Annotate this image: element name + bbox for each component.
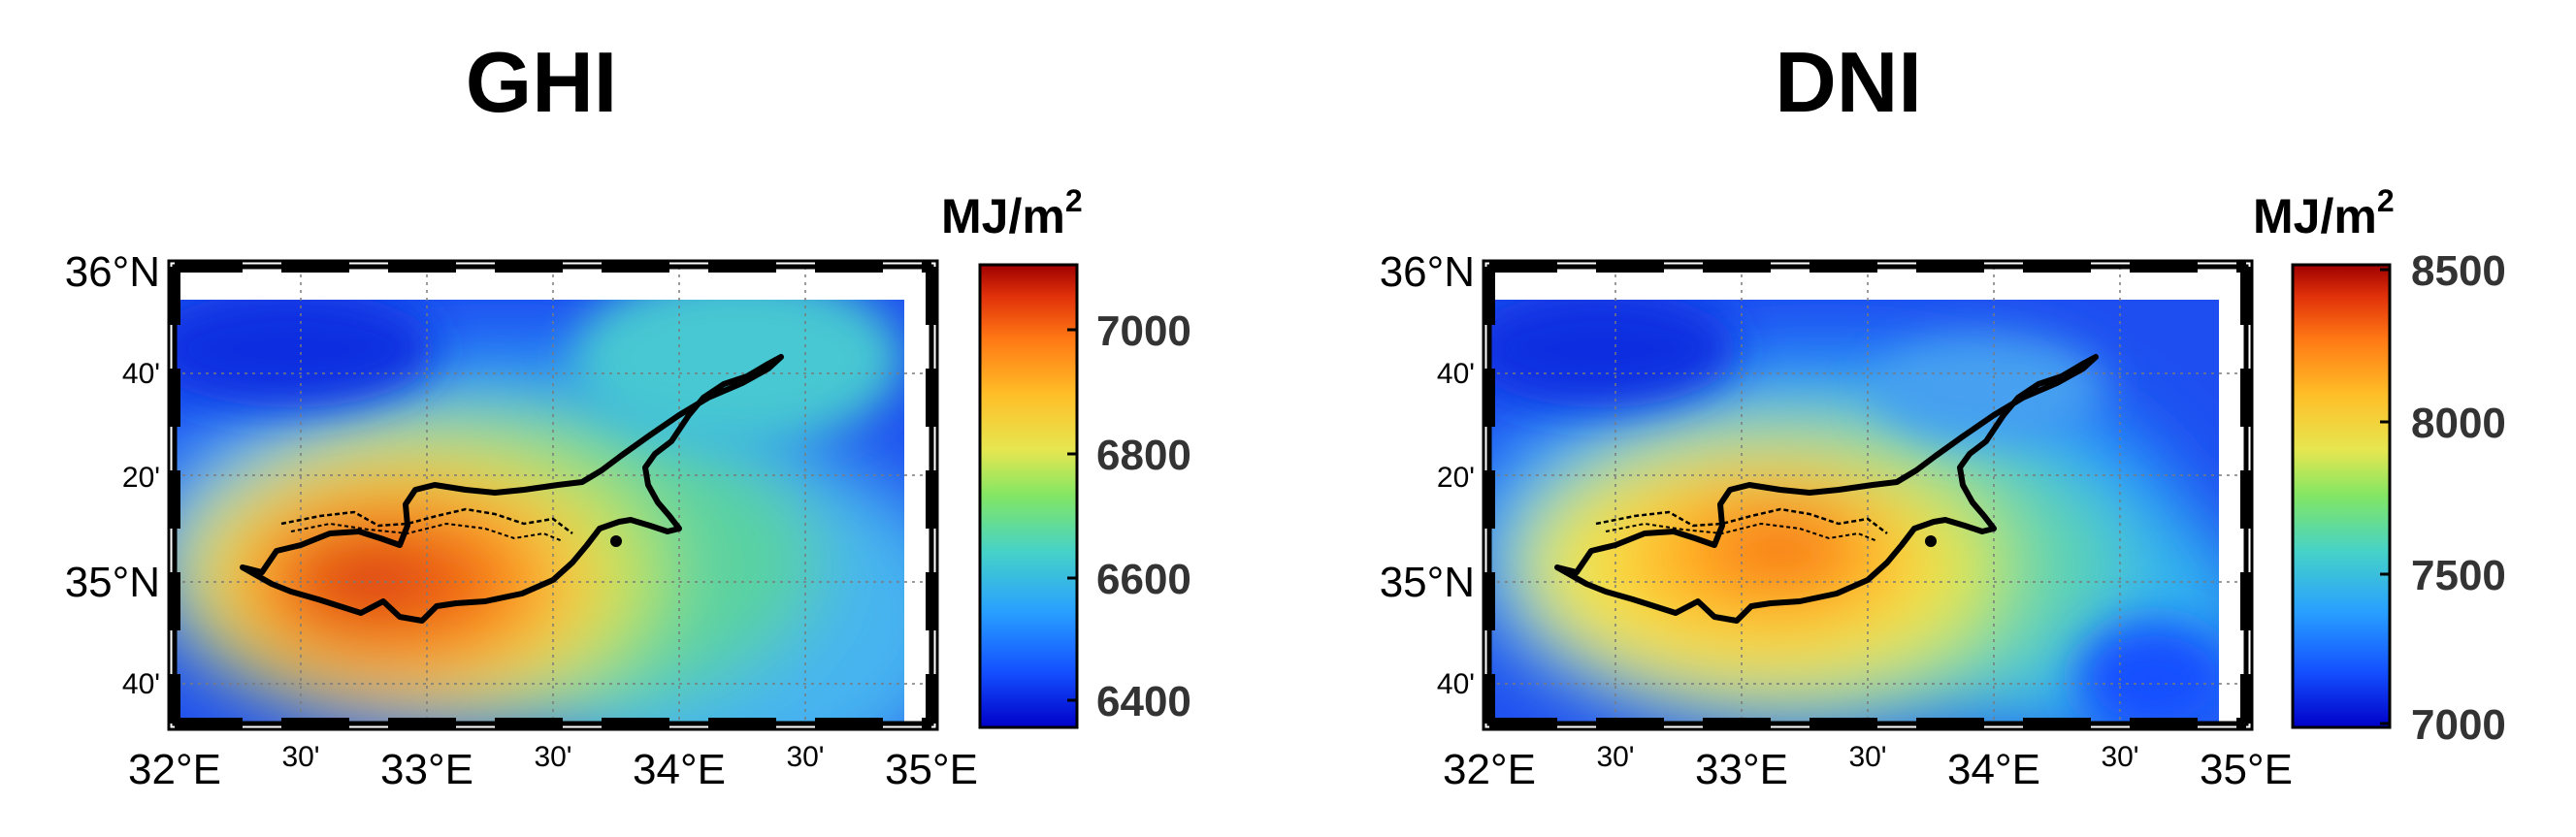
lon-label: 35°E (2200, 746, 2293, 793)
lon-label: 33°E (380, 746, 473, 793)
lon-label: 30' (1596, 741, 1634, 773)
dni-lon-labels: 32°E 30' 33°E 30' 34°E 30' 35°E (1443, 741, 2293, 793)
lat-label: 35°N (65, 559, 160, 606)
dni-colorbar: MJ/m2 8500 8000 7500 7000 (2253, 183, 2506, 749)
lat-label: 40' (122, 668, 160, 700)
lat-label: 35°N (1380, 559, 1475, 606)
dni-map (1482, 259, 2254, 732)
dni-title: DNI (1775, 34, 1922, 130)
colorbar-tick: 8500 (2411, 247, 2506, 295)
lat-label: 36°N (1380, 248, 1475, 296)
lon-label: 30' (786, 741, 824, 773)
dni-unit: MJ/m2 (2253, 183, 2395, 243)
lon-label: 32°E (128, 746, 221, 793)
colorbar-tick: 7000 (1096, 307, 1191, 355)
ghi-panel: GHI (65, 34, 1191, 793)
ghi-lon-labels: 32°E 30' 33°E 30' 34°E 30' 35°E (128, 741, 978, 793)
colorbar-tick: 6600 (1096, 556, 1191, 603)
lon-label: 30' (2101, 741, 2138, 773)
dni-panel: DNI (1380, 34, 2506, 793)
colorbar-tick: 8000 (2411, 400, 2506, 447)
lon-label: 34°E (1947, 746, 2040, 793)
colorbar-tick: 7500 (2411, 552, 2506, 599)
ghi-map (167, 259, 939, 732)
ghi-unit: MJ/m2 (941, 183, 1083, 243)
lon-label: 33°E (1695, 746, 1788, 793)
colorbar-tick: 6400 (1096, 678, 1191, 725)
lat-label: 36°N (65, 248, 160, 296)
ghi-title: GHI (466, 34, 617, 130)
lon-label: 30' (1848, 741, 1886, 773)
dni-lat-labels: 36°N 40' 20' 35°N 40' (1380, 248, 1475, 700)
lat-label: 20' (1437, 462, 1475, 494)
lat-label: 40' (1437, 668, 1475, 700)
lon-label: 30' (281, 741, 319, 773)
lon-label: 35°E (885, 746, 978, 793)
lat-label: 40' (1437, 358, 1475, 390)
colorbar-tick: 6800 (1096, 432, 1191, 479)
lon-label: 32°E (1443, 746, 1536, 793)
lon-label: 34°E (633, 746, 726, 793)
colorbar-tick: 7000 (2411, 701, 2506, 749)
lat-label: 40' (122, 358, 160, 390)
lat-label: 20' (122, 462, 160, 494)
ghi-colorbar: MJ/m2 7000 6800 6600 6400 (941, 183, 1191, 729)
ghi-lat-labels: 36°N 40' 20' 35°N 40' (65, 248, 160, 700)
lon-label: 30' (534, 741, 571, 773)
